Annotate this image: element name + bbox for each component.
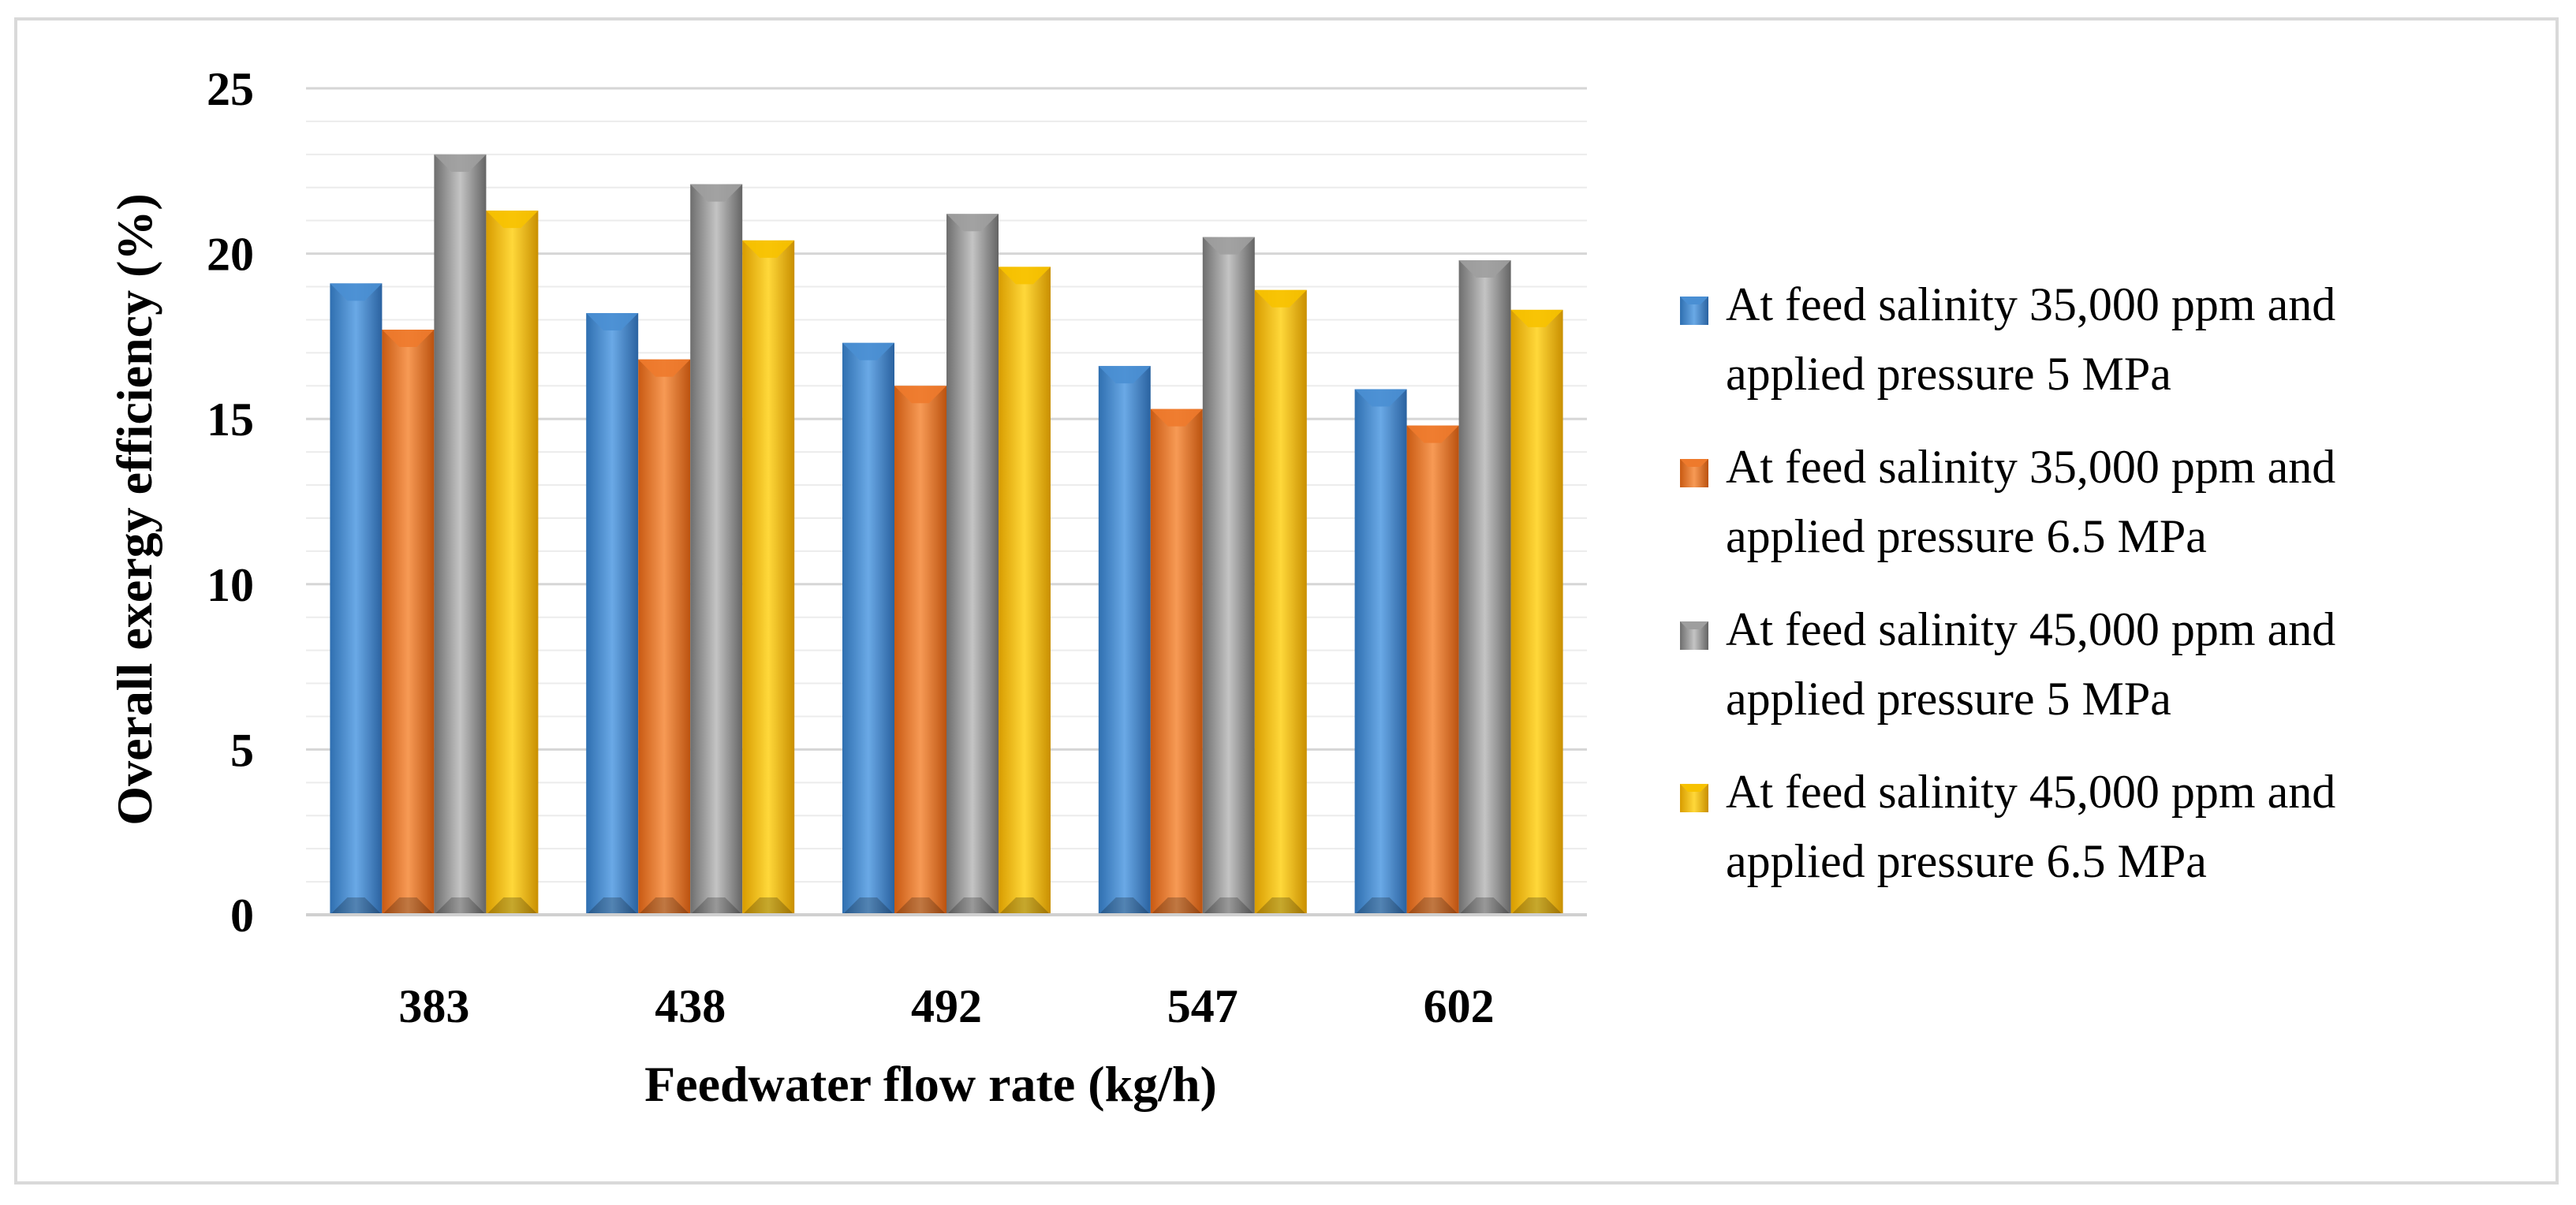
bar-top-bevel — [690, 184, 743, 202]
bar-bottom-bevel — [1254, 897, 1307, 915]
bar-bottom-bevel — [842, 897, 894, 915]
y-axis-title: Overall exergy efficiency (%) — [106, 193, 162, 825]
bar-bottom-bevel — [1458, 897, 1511, 915]
legend-label: applied pressure 6.5 MPa — [1726, 510, 2207, 562]
legend-swatch-bevel — [1680, 459, 1708, 467]
bar — [842, 342, 894, 915]
legend-label: applied pressure 6.5 MPa — [1726, 835, 2207, 887]
y-tick-label: 25 — [207, 63, 254, 115]
bar-top-bevel — [1406, 425, 1459, 443]
bar-top-bevel — [330, 283, 383, 301]
bar-bottom-bevel — [1510, 897, 1563, 915]
bar-bottom-bevel — [1406, 897, 1459, 915]
legend-label: At feed salinity 35,000 ppm and — [1726, 441, 2335, 493]
bar-top-bevel — [1458, 259, 1511, 278]
bar — [382, 330, 435, 915]
bar-bottom-bevel — [330, 897, 383, 915]
x-tick-label: 383 — [398, 980, 469, 1032]
chart-frame: 0 5 10 15 20 25 383 438 492 547 602 Overall exergy… — [14, 17, 2559, 1184]
y-tick-label: 20 — [207, 229, 254, 281]
x-tick-label: 492 — [911, 980, 982, 1032]
bar — [1254, 289, 1307, 915]
bar — [1354, 389, 1407, 915]
y-tick-label: 0 — [230, 890, 254, 942]
bar-bottom-bevel — [999, 897, 1051, 915]
bar-top-bevel — [638, 359, 691, 377]
bar-top-bevel — [1150, 409, 1203, 427]
bar — [586, 313, 639, 915]
bar-bottom-bevel — [1150, 897, 1203, 915]
legend-swatch-bevel — [1680, 297, 1708, 304]
bar-bottom-bevel — [690, 897, 743, 915]
legend-label: At feed salinity 35,000 ppm and — [1726, 278, 2335, 330]
bar — [894, 386, 946, 915]
bar-bottom-bevel — [638, 897, 691, 915]
y-tick-label: 5 — [230, 724, 254, 776]
legend: At feed salinity 35,000 ppm and applied p… — [1680, 278, 2335, 887]
bar-top-bevel — [382, 330, 435, 348]
bar-bottom-bevel — [1354, 897, 1407, 915]
bar-bottom-bevel — [946, 897, 999, 915]
legend-label: applied pressure 5 MPa — [1726, 673, 2171, 725]
bar — [690, 184, 743, 915]
bar-bottom-bevel — [434, 897, 487, 915]
bar-top-bevel — [1354, 389, 1407, 407]
bar — [1202, 237, 1255, 915]
x-tick-label: 438 — [655, 980, 726, 1032]
bar — [638, 359, 691, 915]
bar — [999, 267, 1051, 915]
bar — [330, 283, 383, 915]
bar — [742, 240, 795, 915]
bar-bottom-bevel — [1098, 897, 1151, 915]
bar-bottom-bevel — [586, 897, 639, 915]
bar — [946, 214, 999, 915]
bar-bottom-bevel — [382, 897, 435, 915]
bar-top-bevel — [999, 267, 1051, 285]
bar-top-bevel — [1510, 309, 1563, 327]
bar — [1406, 425, 1459, 915]
bar-top-bevel — [486, 211, 539, 229]
bar-top-bevel — [586, 313, 639, 331]
legend-label: At feed salinity 45,000 ppm and — [1726, 603, 2335, 655]
bar-top-bevel — [894, 386, 946, 404]
bar-top-bevel — [842, 342, 894, 360]
bar-top-bevel — [742, 240, 795, 258]
bar-top-bevel — [1098, 366, 1151, 384]
bar-top-bevel — [946, 214, 999, 232]
axes: 0 5 10 15 20 25 383 438 492 547 602 — [207, 63, 1587, 1032]
bar — [1098, 366, 1151, 915]
bar — [486, 211, 539, 915]
bar-top-bevel — [434, 154, 487, 172]
x-tick-label: 547 — [1167, 980, 1238, 1032]
y-tick-label: 10 — [207, 559, 254, 611]
bar-bottom-bevel — [486, 897, 539, 915]
legend-label: applied pressure 5 MPa — [1726, 348, 2171, 400]
y-tick-label: 15 — [207, 394, 254, 446]
bar-top-bevel — [1254, 289, 1307, 308]
legend-label: At feed salinity 45,000 ppm and — [1726, 766, 2335, 818]
bar — [434, 154, 487, 916]
bar-bottom-bevel — [1202, 897, 1255, 915]
bar-bottom-bevel — [742, 897, 795, 915]
x-axis-title: Feedwater flow rate (kg/h) — [644, 1056, 1217, 1112]
bar — [1458, 259, 1511, 915]
bar-chart: 0 5 10 15 20 25 383 438 492 547 602 Overall exergy… — [106, 63, 2335, 1112]
bars — [330, 154, 1563, 916]
bar — [1510, 309, 1563, 915]
x-tick-label: 602 — [1424, 980, 1495, 1032]
bar — [1150, 409, 1203, 915]
legend-swatch-bevel — [1680, 621, 1708, 629]
legend-swatch-bevel — [1680, 784, 1708, 792]
bar-top-bevel — [1202, 237, 1255, 255]
bar-bottom-bevel — [894, 897, 946, 915]
